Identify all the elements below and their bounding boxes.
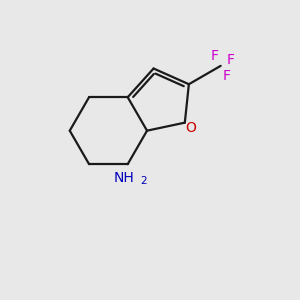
Text: NH: NH xyxy=(114,171,134,185)
Text: F: F xyxy=(211,49,219,63)
Text: O: O xyxy=(185,121,196,135)
Text: F: F xyxy=(222,69,230,82)
Text: F: F xyxy=(226,53,234,67)
Text: 2: 2 xyxy=(140,176,147,186)
